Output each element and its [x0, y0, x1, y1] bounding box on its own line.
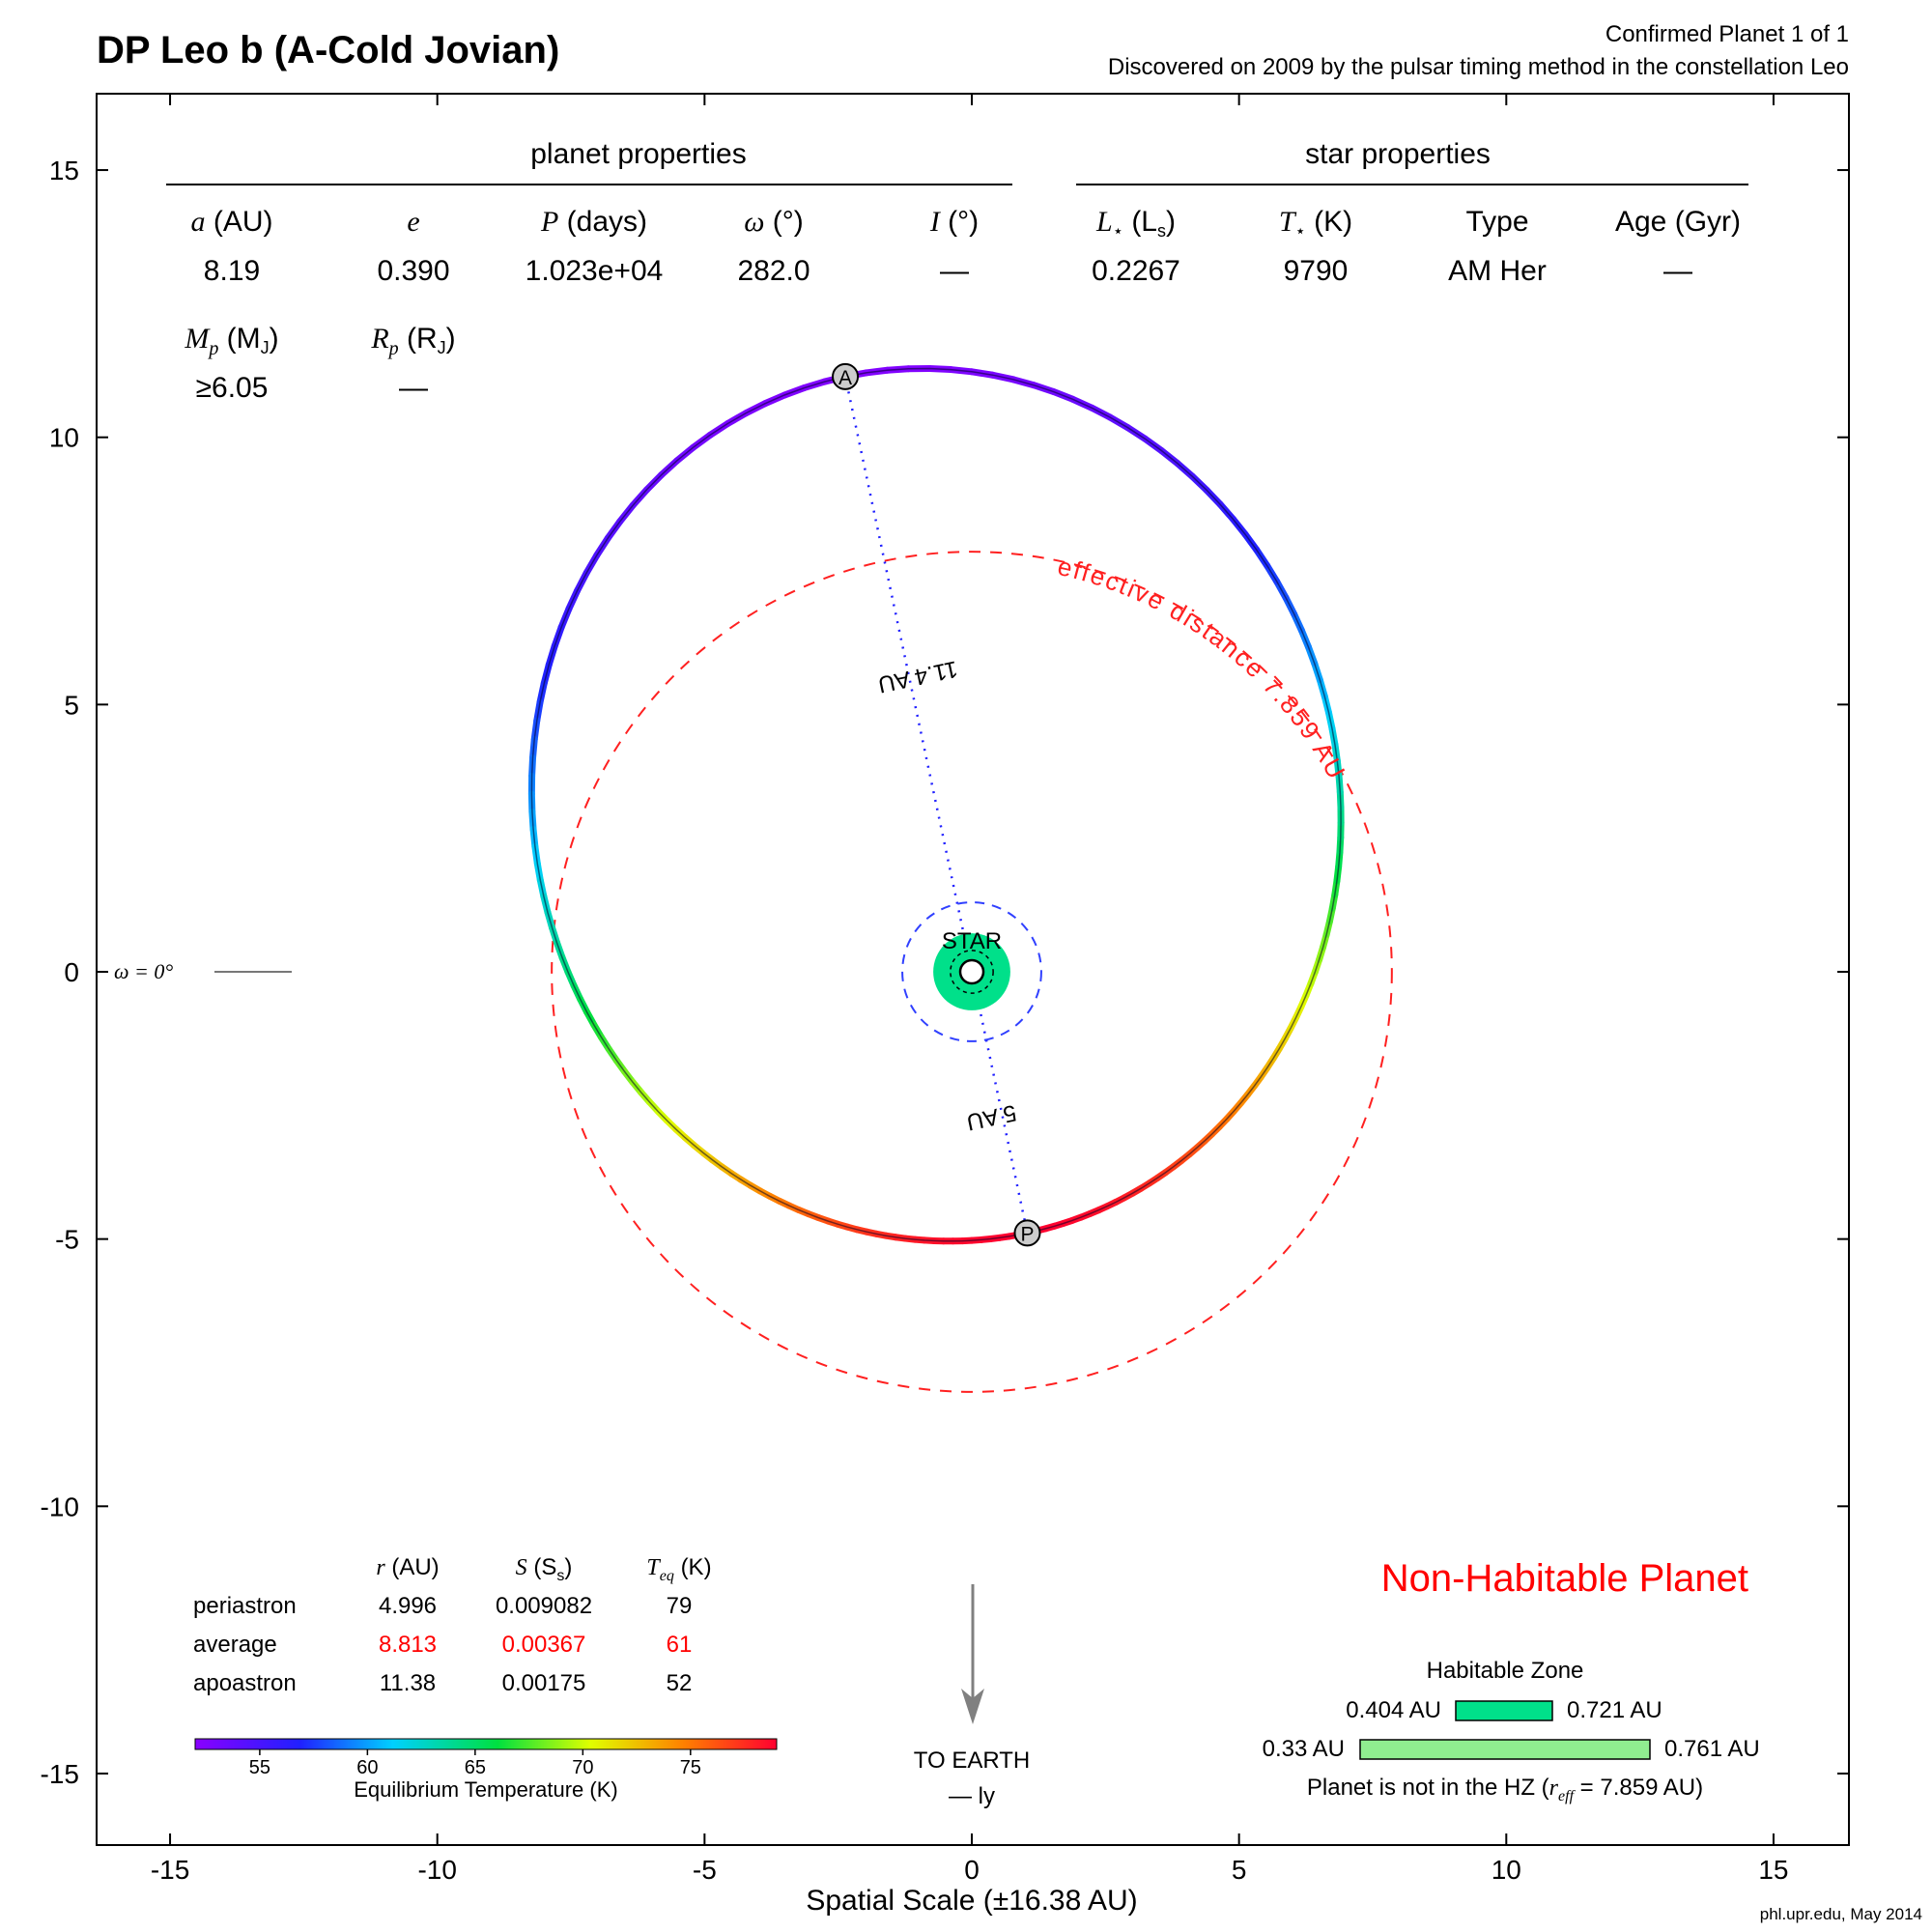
colorbar-tick-label: 55 [249, 1757, 270, 1778]
svg-text:A: A [838, 367, 852, 389]
colorbar-tick-label: 70 [572, 1757, 593, 1778]
S-column-header: S (Ss) [516, 1554, 573, 1584]
luminosity-header: L⋆ (Ls) [1095, 206, 1176, 241]
x-tick-label: 15 [1758, 1855, 1788, 1885]
Mp-value: ≥6.05 [196, 372, 269, 404]
P-value: 1.023e+04 [526, 255, 664, 287]
habitability-status: Non-Habitable Planet [1381, 1557, 1748, 1600]
to-earth-arrow [961, 1584, 984, 1724]
star-marker [958, 958, 985, 985]
y-tick-label: 0 [64, 957, 79, 987]
Rp-header: Rp (RJ) [370, 323, 455, 359]
axis-ticks: -15 -10 -5 0 5 10 15 15 10 5 0 -5 -10 -15 [41, 94, 1849, 1885]
colorbar-ticks: 55 60 65 70 75 [249, 1749, 701, 1778]
age-header: Age (Gyr) [1615, 206, 1741, 238]
confirmed-planet-text: Confirmed Planet 1 of 1 [1605, 21, 1849, 47]
table-row-T: 52 [667, 1670, 693, 1696]
a-value: 8.19 [204, 255, 260, 287]
omega-header: ω (°) [744, 206, 804, 238]
omega-value: 282.0 [737, 255, 810, 287]
x-tick-label: 5 [1232, 1855, 1247, 1885]
distance-table: r (AU) S (Ss) Teq (K) periastron 4.996 0.0… [193, 1554, 712, 1696]
table-row-r: 4.996 [379, 1593, 437, 1619]
omega-reference-label: ω = 0° [114, 959, 173, 983]
x-tick-label: -5 [693, 1855, 717, 1885]
hz-title: Habitable Zone [1427, 1658, 1584, 1684]
planet-properties-table: planet properties a (AU) e P (days) ω (°… [166, 138, 1012, 404]
planet-orbit [527, 365, 1345, 1245]
star-label: STAR [942, 928, 1002, 954]
y-tick-label: 10 [49, 423, 79, 453]
habitable-zone-outer-ring [901, 901, 1042, 1042]
table-row-name: apoastron [193, 1670, 297, 1696]
hz-outer-right: 0.761 AU [1664, 1736, 1760, 1762]
y-tick-label: -15 [41, 1759, 79, 1789]
T-column-header: Teq (K) [646, 1554, 711, 1584]
a-header: a (AU) [191, 206, 273, 238]
x-tick-label: 10 [1492, 1855, 1521, 1885]
periastron-marker: P [1013, 1219, 1041, 1247]
luminosity-value: 0.2267 [1092, 255, 1180, 287]
age-value: — [1663, 255, 1692, 287]
temperature-header: T⋆ (K) [1279, 206, 1352, 241]
r-column-header: r (AU) [376, 1554, 439, 1580]
I-header: I (°) [929, 206, 979, 238]
hz-inner-left: 0.404 AU [1346, 1697, 1441, 1723]
colorbar-tick-label: 75 [680, 1757, 701, 1778]
periastron-distance-line [970, 971, 1029, 1234]
hz-outer-bar [1359, 1739, 1651, 1760]
to-earth-label: TO EARTH [914, 1747, 1030, 1774]
habitable-zone-legend: Habitable Zone 0.404 AU 0.721 AU 0.33 AU… [1263, 1658, 1760, 1804]
e-header: e [407, 206, 419, 238]
table-row-name: periastron [193, 1593, 297, 1619]
star-inner-ring [950, 950, 994, 994]
svg-text:P: P [1020, 1223, 1034, 1245]
hz-outer-left: 0.33 AU [1263, 1736, 1345, 1762]
colorbar-tick-label: 60 [356, 1757, 378, 1778]
y-tick-label: 5 [64, 690, 79, 720]
Rp-value: — [399, 372, 428, 404]
discovery-text: Discovered on 2009 by the pulsar timing … [1107, 54, 1849, 80]
table-row-name: average [193, 1632, 277, 1658]
hz-note: Planet is not in the HZ (reff = 7.859 AU… [1307, 1775, 1703, 1804]
effective-distance-label: effective distance 7.859 AU [1055, 552, 1351, 785]
x-tick-label: -10 [417, 1855, 456, 1885]
colorbar-label: Equilibrium Temperature (K) [354, 1777, 617, 1802]
table-row-S: 0.009082 [496, 1593, 592, 1619]
temperature-colorbar [194, 1738, 778, 1750]
y-tick-label: -10 [41, 1492, 79, 1521]
apoastron-distance-label: 11.4 AU [875, 655, 959, 697]
table-row-T: 61 [667, 1632, 693, 1658]
table-row-r: 11.38 [380, 1670, 436, 1696]
credit-text: phl.upr.edu, May 2014 [1759, 1905, 1922, 1923]
table-row-S: 0.00175 [502, 1670, 586, 1696]
e-value: 0.390 [377, 255, 449, 287]
x-tick-label: -15 [151, 1855, 189, 1885]
apoastron-marker: A [832, 362, 860, 390]
P-header: P (days) [540, 206, 647, 238]
temperature-value: 9790 [1284, 255, 1349, 287]
type-header: Type [1465, 206, 1528, 238]
y-tick-label: -5 [55, 1225, 79, 1255]
x-tick-label: 0 [964, 1855, 980, 1885]
planet-properties-heading: planet properties [530, 138, 746, 170]
Mp-header: Mp (MJ) [184, 323, 278, 359]
periastron-distance-label: 5 AU [964, 1099, 1019, 1135]
table-row-r: 8.813 [379, 1632, 437, 1658]
star-properties-table: star properties L⋆ (Ls) T⋆ (K) Type Age … [1076, 138, 1748, 287]
table-row-T: 79 [667, 1593, 693, 1619]
hz-inner-bar [1455, 1700, 1553, 1721]
hz-inner-right: 0.721 AU [1567, 1697, 1662, 1723]
y-tick-label: 15 [49, 156, 79, 185]
distance-ly-label: — ly [949, 1783, 995, 1809]
I-value: — [940, 255, 969, 287]
colorbar-tick-label: 65 [465, 1757, 486, 1778]
page-title: DP Leo b (A-Cold Jovian) [97, 29, 560, 71]
table-row-S: 0.00367 [502, 1632, 586, 1658]
type-value: AM Her [1448, 255, 1547, 287]
effective-distance-circle [551, 551, 1393, 1393]
star-properties-heading: star properties [1305, 138, 1491, 170]
x-axis-label: Spatial Scale (±16.38 AU) [806, 1885, 1137, 1917]
